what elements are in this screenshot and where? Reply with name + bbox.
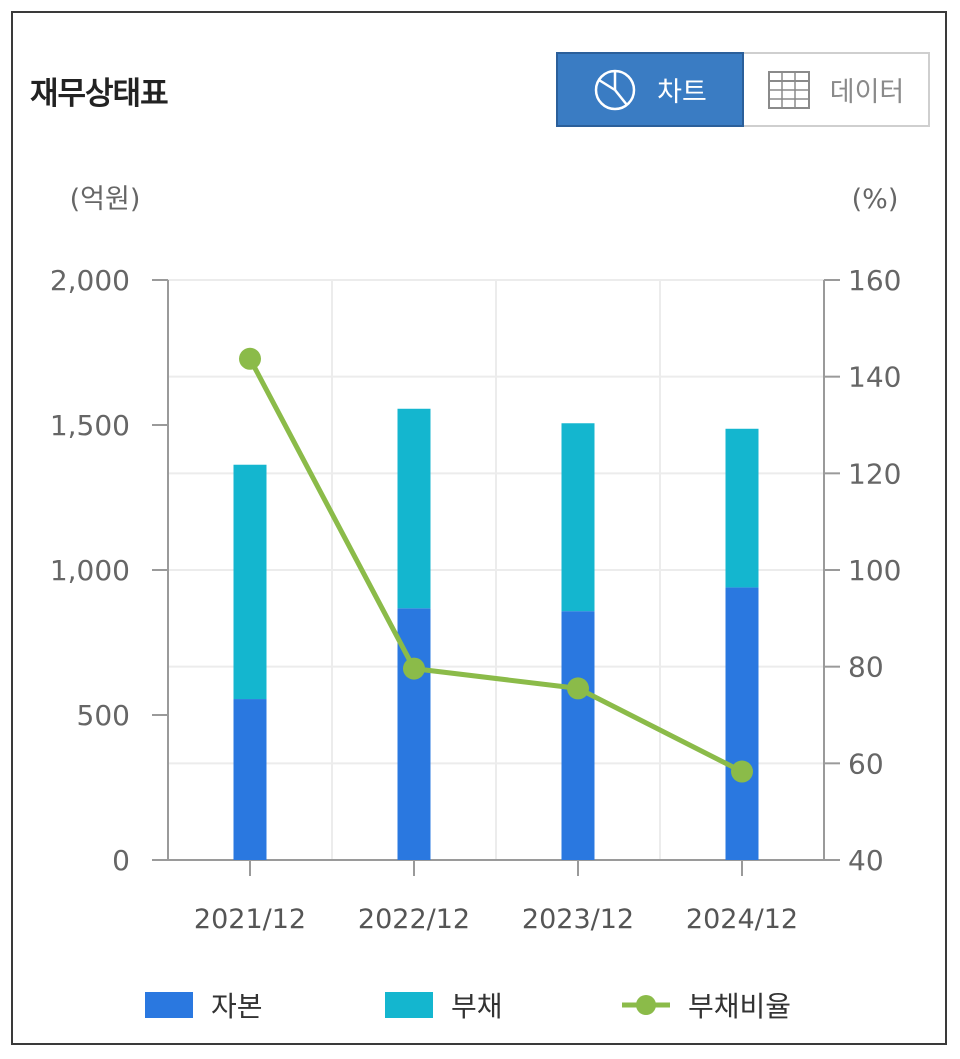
- bar-liabilities: [561, 423, 595, 612]
- chart-legend: 자본 부채 부채비율: [0, 985, 960, 1025]
- legend-swatch-debt-ratio: [622, 995, 670, 1015]
- bar-equity: [233, 699, 267, 860]
- y-tick-label-right: 80: [848, 651, 884, 684]
- legend-item-debt-ratio[interactable]: 부채비율: [622, 985, 791, 1025]
- debt-ratio-point: [731, 760, 753, 783]
- y-tick-label-left: 0: [112, 844, 130, 877]
- table-icon: [767, 70, 810, 109]
- y-tick-label-left: 2,000: [50, 264, 130, 297]
- bar-liabilities: [233, 464, 267, 700]
- chart-tab-button[interactable]: 차트: [556, 52, 744, 127]
- data-tab-button[interactable]: 데이터: [744, 54, 928, 125]
- view-toggle: 차트 데이터: [556, 52, 930, 127]
- y-axis-left-unit: (억원): [70, 184, 141, 215]
- y-tick-label-right: 140: [848, 361, 901, 394]
- x-tick-label: 2022/12: [358, 904, 470, 935]
- y-tick-label-left: 500: [77, 699, 130, 732]
- y-tick-label-right: 100: [848, 554, 901, 587]
- legend-item-equity[interactable]: 자본: [145, 985, 263, 1025]
- pie-chart-icon: [594, 69, 636, 110]
- debt-ratio-point: [567, 677, 589, 700]
- debt-ratio-point: [403, 657, 425, 680]
- debt-ratio-point: [239, 347, 261, 370]
- y-tick-label-right: 160: [848, 264, 901, 297]
- x-tick-label: 2021/12: [194, 904, 306, 935]
- bar-equity: [561, 611, 595, 860]
- y-tick-label-left: 1,000: [50, 554, 130, 587]
- balance-sheet-chart: (억원) (%) 0 500 1,000 1,500 2,000 40 60 80 100 120…: [50, 184, 902, 935]
- data-tab-label: 데이터: [829, 77, 905, 108]
- legend-label-liabilities: 부채: [451, 990, 503, 1023]
- y-tick-label-right: 60: [848, 747, 884, 780]
- legend-item-liabilities[interactable]: 부채: [385, 985, 503, 1025]
- debt-ratio-line: [247, 357, 744, 774]
- chart-tab-label: 차트: [657, 77, 707, 108]
- y-tick-label-left: 1,500: [50, 409, 130, 442]
- bar-equity: [725, 587, 759, 860]
- x-tick-label: 2024/12: [686, 904, 798, 935]
- y-tick-label-right: 40: [848, 844, 884, 877]
- legend-swatch-liabilities: [385, 992, 433, 1018]
- bar-liabilities: [397, 408, 431, 609]
- bar-liabilities: [725, 428, 759, 588]
- y-axis-right-unit: (%): [852, 184, 899, 215]
- page-title: 재무상태표: [30, 76, 169, 112]
- x-tick-label: 2023/12: [522, 904, 634, 935]
- y-tick-label-right: 120: [848, 457, 901, 490]
- legend-label-equity: 자본: [211, 990, 263, 1023]
- legend-label-debt-ratio: 부채비율: [688, 990, 792, 1023]
- legend-swatch-equity: [145, 992, 193, 1018]
